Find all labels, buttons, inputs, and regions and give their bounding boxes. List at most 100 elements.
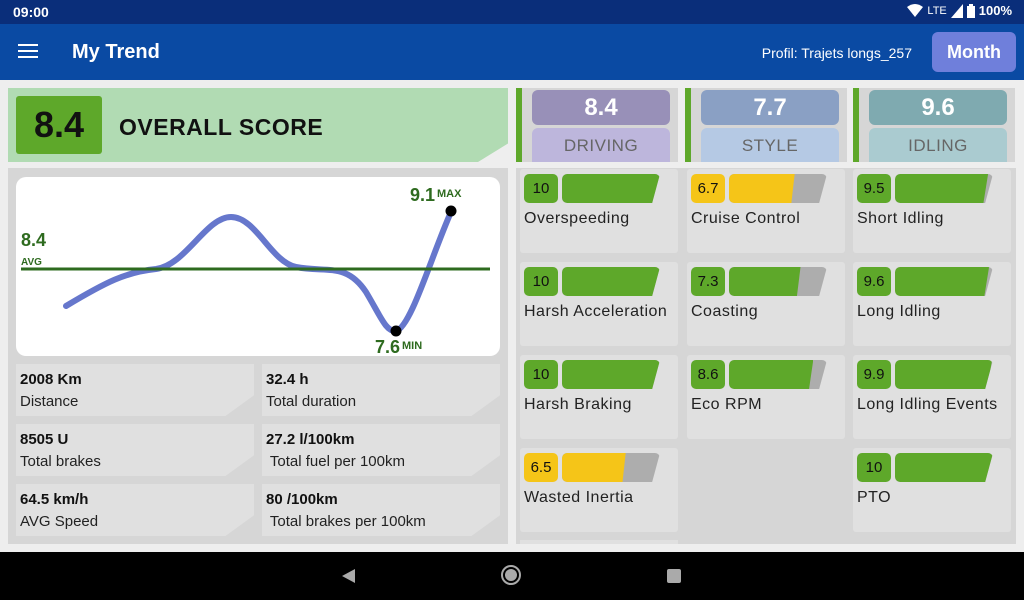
metric-label: Cruise Control [691,210,801,227]
metric-progress-bar [895,360,993,389]
battery-icon [966,3,975,18]
stat-label: Total brakes [20,453,101,470]
category-name: STYLE [701,128,839,162]
metric-score: 10 [524,267,558,296]
metric-label: Short Idling [857,210,944,227]
metric-progress-bar [729,174,827,203]
stat-value: 80 /100km [266,491,338,508]
metric-label: Long Idling [857,303,941,320]
metric-label: Long Idling Events [857,396,998,413]
metric-label: Harsh Acceleration [524,303,668,320]
metric-score: 7.3 [691,267,725,296]
category-name: IDLING [869,128,1007,162]
stat-value: 8505 U [20,431,69,448]
category-driving[interactable]: 8.4 DRIVING [516,88,678,162]
metric-progress-bar [562,360,660,389]
signal-icon [950,3,963,18]
battery-level: 100% [978,3,1012,18]
min-value: 7.6 [375,337,400,356]
min-label: MIN [402,340,422,352]
stat-value: 27.2 l/100km [266,431,355,448]
back-icon[interactable] [342,569,355,583]
stat-avg-speed: 64.5 km/h AVG Speed [16,484,254,536]
avg-label: AVG [21,257,42,268]
metric-label: Overspeeding [524,210,630,227]
max-point [445,205,457,217]
trend-line [63,209,454,334]
metric-score: 9.5 [857,174,891,203]
overall-score-label: OVERALL SCORE [119,114,324,140]
metric-progress-bar [562,174,660,203]
stat-label: AVG Speed [20,513,99,530]
stat-distance: 2008 Km Distance [16,364,254,416]
metric-progress-fill [895,453,993,482]
category-score: 8.4 [532,90,670,125]
metric-label: PTO [857,489,892,506]
metric-progress-bar [729,360,827,389]
stat-total-duration: 32.4 h Total duration [262,364,500,416]
page-title: My Trend [72,41,160,63]
metric-score: 10 [524,360,558,389]
metric-label: Harsh Braking [524,396,632,413]
metric-progress-fill [729,174,795,203]
metric-score: 8.6 [691,360,725,389]
min-point [390,325,402,337]
metric-card-harsh-braking[interactable]: 10 Harsh Braking [520,355,678,439]
category-style[interactable]: 7.7 STYLE [685,88,847,162]
category-score: 7.7 [701,90,839,125]
metric-card-harsh-acceleration[interactable]: 10 Harsh Acceleration [520,262,678,346]
wifi-icon [907,3,924,17]
overall-score-card: 8.4 OVERALL SCORE [8,88,508,162]
metric-card-short-idling[interactable]: 9.5 Short Idling [853,169,1011,253]
metric-card-coasting[interactable]: 7.3 Coasting [687,262,845,346]
stat-label: Total fuel per 100km [266,453,405,470]
metric-score: 9.6 [857,267,891,296]
metric-progress-fill [729,267,801,296]
stat-value: 2008 Km [20,371,82,388]
max-value: 9.1 [410,185,435,205]
home-icon[interactable] [501,565,521,585]
metric-progress-fill [729,360,814,389]
overall-score-value: 8.4 [16,96,102,154]
metric-label: Wasted Inertia [524,489,634,506]
metric-progress-fill [895,174,989,203]
status-bar: 09:00 LTE 100% [0,0,1024,24]
metric-card-pto[interactable]: 10 PTO [853,448,1011,532]
metric-score: 10 [857,453,891,482]
metric-card-cruise-control[interactable]: 6.7 Cruise Control [687,169,845,253]
metric-card-wasted-inertia[interactable]: 6.5 Wasted Inertia [520,448,678,532]
avg-value: 8.4 [21,230,46,250]
network-type: LTE [927,4,947,17]
metric-label: Eco RPM [691,396,763,413]
status-time: 09:00 [13,4,49,20]
stat-label: Total brakes per 100km [266,513,426,530]
app-bar: My Trend Profil: Trajets longs_257 [0,24,1024,80]
period-month-button[interactable]: Month [932,32,1016,72]
metric-card-long-idling[interactable]: 9.6 Long Idling [853,262,1011,346]
metric-progress-bar [562,267,660,296]
metric-progress-bar [895,174,993,203]
metric-card-overspeeding[interactable]: 10 Overspeeding [520,169,678,253]
max-label: MAX [437,188,462,200]
metric-progress-fill [562,453,626,482]
metric-card-eco-rpm[interactable]: 8.6 Eco RPM [687,355,845,439]
metric-score: 6.5 [524,453,558,482]
category-idling[interactable]: 9.6 IDLING [853,88,1015,162]
metric-progress-fill [562,174,660,203]
metric-score: 9.9 [857,360,891,389]
metric-card-long-idling-events[interactable]: 9.9 Long Idling Events [853,355,1011,439]
recent-apps-icon[interactable] [667,569,681,583]
stat-value: 64.5 km/h [20,491,89,508]
trend-chart-svg: 8.4 AVG 9.1 MAX 7.6 MIN [21,185,490,356]
stat-label: Total duration [266,393,357,410]
metric-score: 6.7 [691,174,725,203]
metric-score: 10 [524,174,558,203]
metric-card-partial [520,540,678,544]
category-score: 9.6 [869,90,1007,125]
metric-progress-fill [562,267,660,296]
stat-brakes-per-100km: 80 /100km Total brakes per 100km [262,484,500,536]
menu-icon[interactable] [18,44,38,60]
metric-progress-bar [729,267,827,296]
stat-value: 32.4 h [266,371,309,388]
metric-progress-fill [895,267,990,296]
